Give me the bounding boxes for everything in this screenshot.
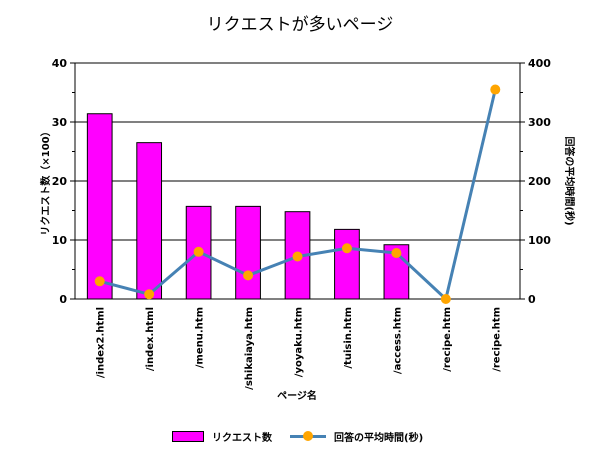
right-tick-label: 200 [528, 175, 551, 188]
bar [185, 205, 212, 300]
legend-item-line: 回答の平均時間(秒) [290, 428, 423, 444]
category-label: /recipe.htm [491, 307, 502, 372]
line-point [292, 251, 303, 262]
category-label: /index2.html [96, 307, 107, 378]
line-point [341, 243, 352, 254]
left-axis-ticks: 0 10 20 30 40 [52, 57, 75, 306]
line-point [144, 289, 155, 300]
bar [86, 113, 113, 300]
bar [136, 142, 163, 300]
category-label: /menu.htm [195, 307, 206, 368]
right-axis-ticks: 0 100 200 300 400 [520, 57, 551, 306]
legend-bar-swatch [172, 430, 204, 442]
line-series [94, 84, 501, 304]
category-label: /access.htm [392, 307, 403, 374]
left-tick-label: 30 [52, 116, 68, 129]
line-point [94, 276, 105, 287]
left-tick-label: 10 [52, 234, 68, 247]
y-axis-title: リクエスト数（×100） [39, 126, 52, 235]
category-label: /tuisin.htm [343, 307, 354, 369]
category-labels: /index2.html/index.html/menu.htm/shikaia… [96, 307, 503, 390]
left-tick-label: 0 [59, 293, 67, 306]
right-tick-label: 400 [528, 57, 551, 70]
legend-line-label: 回答の平均時間(秒) [334, 432, 424, 444]
left-tick-label: 20 [52, 175, 68, 188]
line-point [391, 247, 402, 258]
legend-line-swatch [290, 430, 326, 442]
legend-bar-label: リクエスト数 [212, 432, 272, 444]
line-point [490, 84, 501, 95]
x-axis-title: ページ名 [277, 389, 317, 402]
bar [334, 228, 360, 300]
legend-item-bar: リクエスト数 [172, 428, 272, 444]
category-label: /index.html [145, 307, 156, 371]
line-point [243, 270, 254, 281]
line-point [440, 294, 451, 304]
right-tick-label: 0 [528, 293, 536, 306]
chart-title: リクエストが多いページ [206, 15, 394, 35]
legend: リクエスト数 回答の平均時間(秒) [0, 428, 600, 444]
category-label: /yoyaku.htm [294, 307, 305, 377]
y2-axis-title: 回答の平均時間(秒) [563, 136, 576, 225]
category-label: /recipe.htm [442, 307, 453, 372]
bar [235, 205, 261, 300]
left-tick-label: 40 [52, 57, 68, 70]
right-tick-label: 300 [528, 116, 551, 129]
right-tick-label: 100 [528, 234, 551, 247]
category-label: /shikaiaya.htm [244, 307, 255, 390]
line-point [193, 246, 204, 257]
chart: 0 10 20 30 40 0 100 200 300 400 /index2.html/ind… [39, 57, 576, 402]
